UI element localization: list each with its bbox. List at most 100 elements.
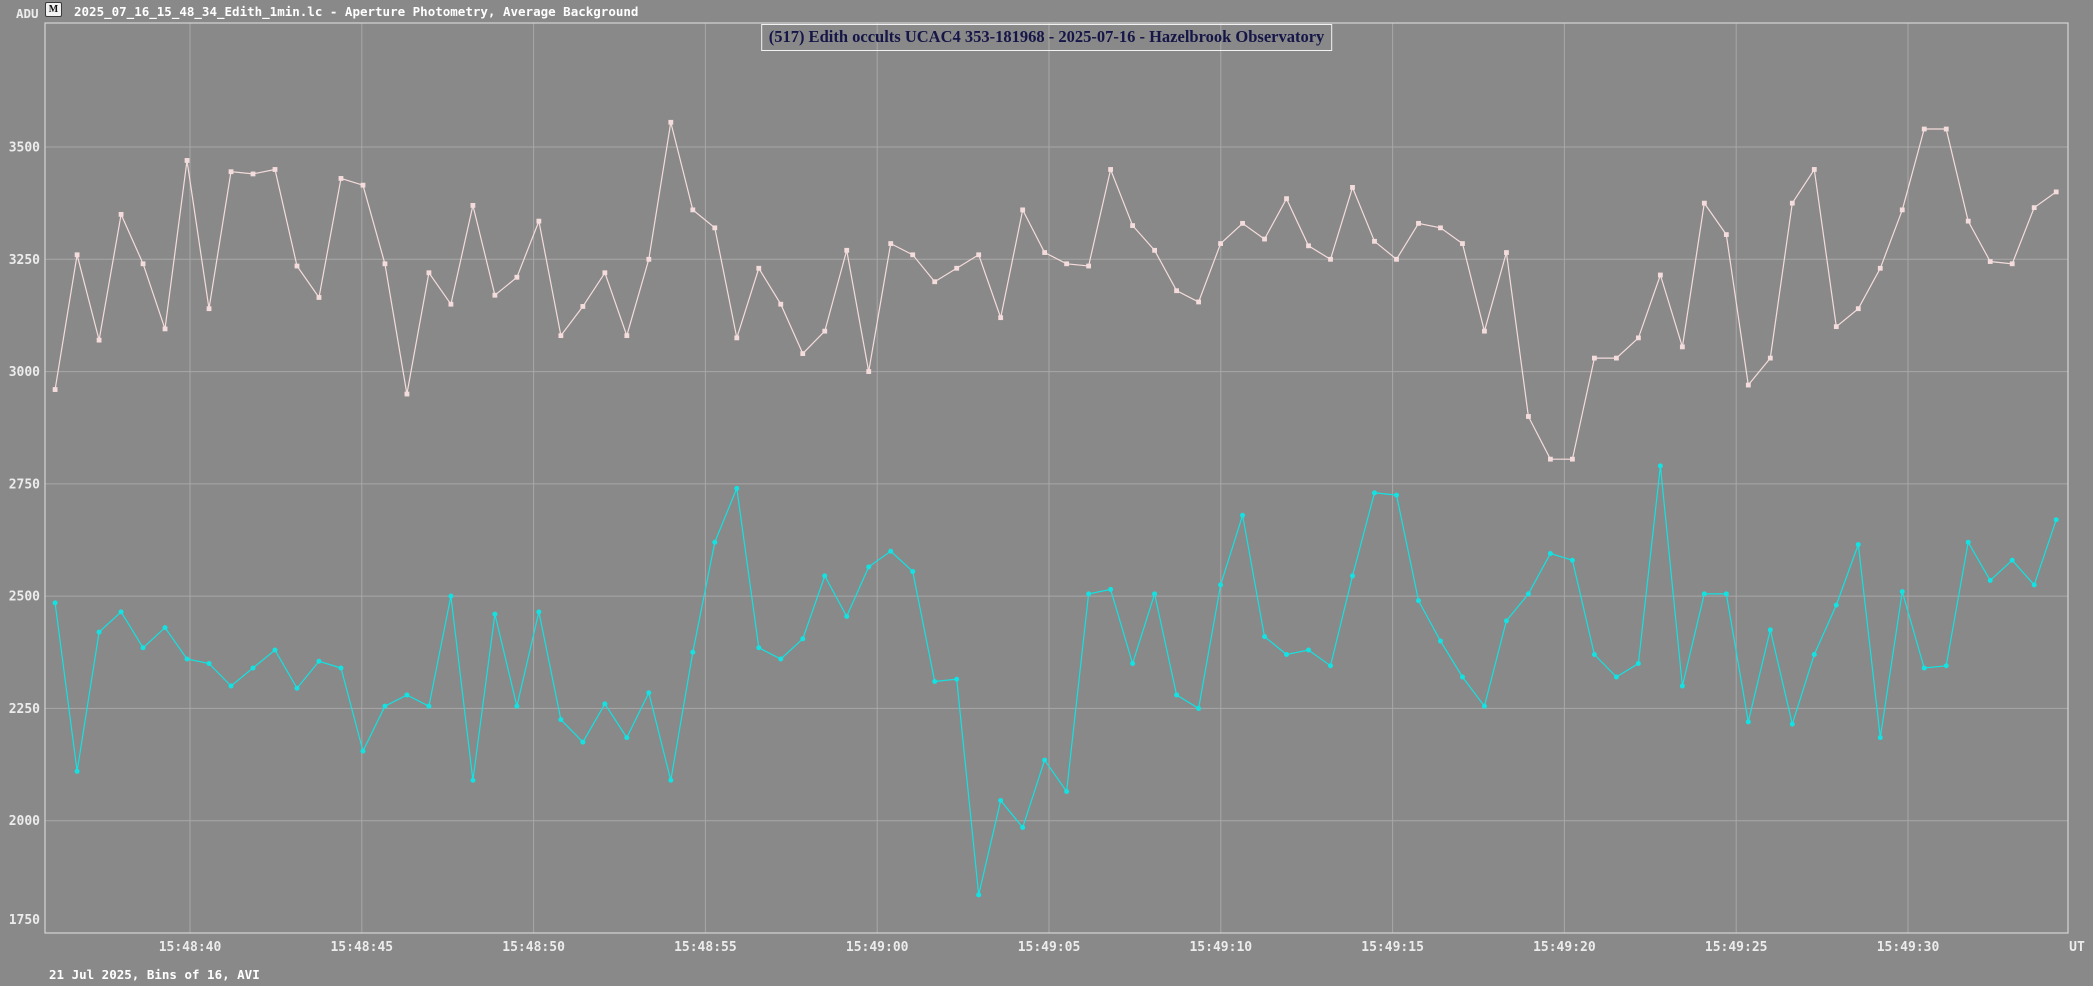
cyan-series-point — [492, 611, 498, 617]
cyan-series-point — [932, 678, 938, 684]
cyan-series-point — [1306, 647, 1312, 653]
cyan-series-point — [1481, 703, 1487, 709]
y-tick-label: 2750 — [9, 477, 40, 492]
pink-series-point — [1613, 355, 1619, 361]
cyan-series-point — [1196, 705, 1202, 711]
window-header-title: 2025_07_16_15_48_34_Edith_1min.lc - Aper… — [74, 4, 639, 19]
cyan-series-point — [1547, 550, 1553, 556]
cyan-series-point — [1591, 652, 1597, 658]
cyan-series-point — [250, 665, 256, 671]
pink-series-point — [1438, 225, 1443, 231]
cyan-series-point — [1240, 512, 1246, 518]
pink-series-point — [1943, 126, 1949, 132]
cyan-series-point — [646, 690, 652, 696]
y-tick-label: 3500 — [9, 141, 40, 156]
pink-series-point — [1262, 236, 1267, 242]
cyan-series-point — [1459, 674, 1465, 680]
cyan-series-point — [778, 656, 784, 662]
pink-series-point — [294, 263, 300, 269]
pink-series-point — [1350, 185, 1355, 190]
cyan-series-point — [96, 629, 102, 635]
cyan-series-point — [162, 625, 168, 631]
app-icon: M — [45, 2, 62, 17]
cyan-series-point — [1811, 652, 1817, 658]
pink-series-point — [712, 225, 718, 231]
pink-series-point — [1108, 167, 1114, 172]
pink-series-point — [1482, 328, 1487, 334]
pink-series-point — [140, 261, 146, 267]
cyan-series-point — [52, 600, 58, 606]
cyan-series-point — [426, 703, 432, 709]
cyan-series-point — [1262, 634, 1268, 640]
pink-series-point — [338, 176, 344, 181]
pink-series-point — [426, 270, 432, 276]
cyan-series-point — [1437, 638, 1443, 644]
pink-series-point — [448, 301, 454, 307]
pink-series-point — [756, 265, 762, 271]
pink-series-point — [2009, 261, 2015, 267]
x-tick-label: 15:48:55 — [674, 940, 737, 955]
cyan-series-point — [1833, 602, 1839, 608]
cyan-series-point — [1965, 539, 1971, 545]
pink-series-point — [492, 292, 498, 298]
pink-series-point — [1592, 355, 1597, 361]
cyan-series-point — [844, 613, 850, 619]
pink-series-point — [602, 270, 608, 276]
x-tick-label: 15:49:30 — [1877, 940, 1940, 955]
pink-series-point — [1921, 126, 1927, 132]
pink-series-point — [1767, 355, 1773, 361]
pink-series-point — [1526, 414, 1531, 419]
pink-series-point — [470, 202, 476, 208]
pink-series-point — [1570, 456, 1575, 462]
pink-series-markers — [52, 119, 2059, 462]
cyan-series-line — [54, 465, 2057, 895]
pink-series-point — [2031, 205, 2037, 211]
pink-series-point — [1460, 241, 1465, 246]
cyan-series-point — [1767, 627, 1773, 633]
cyan-series-point — [1943, 663, 1949, 669]
pink-series-point — [1701, 200, 1707, 206]
pink-series-point — [1723, 232, 1729, 237]
cyan-series-point — [1020, 824, 1026, 830]
cyan-series-point — [514, 703, 520, 709]
pink-series-point — [2053, 189, 2059, 195]
pink-series-point — [316, 295, 322, 300]
cyan-series-point — [74, 768, 80, 774]
cyan-series-point — [1701, 591, 1707, 597]
cyan-series-point — [1723, 591, 1729, 597]
cyan-series-point — [1503, 618, 1509, 624]
pink-series-point — [1548, 456, 1553, 462]
cyan-series-point — [184, 656, 190, 662]
y-tick-label: 2250 — [9, 702, 40, 717]
pink-series-point — [536, 218, 542, 224]
y-tick-label: 2500 — [9, 590, 40, 605]
pink-series-point — [1679, 344, 1685, 350]
pink-series-point — [118, 211, 124, 217]
cyan-series-point — [800, 636, 806, 642]
cyan-series-point — [1350, 573, 1356, 579]
x-tick-label: 15:49:15 — [1361, 940, 1424, 955]
cyan-series-point — [1921, 665, 1927, 671]
pink-series-point — [360, 182, 366, 188]
cyan-series-point — [1679, 683, 1685, 689]
pink-series-point — [690, 207, 696, 213]
cyan-series-point — [1284, 652, 1290, 658]
x-tick-label: 15:49:20 — [1533, 940, 1596, 955]
cyan-series-point — [140, 645, 146, 651]
pink-series-point — [96, 337, 102, 343]
cyan-series-point — [1174, 692, 1180, 698]
pink-series-point — [800, 351, 806, 357]
cyan-series-point — [998, 798, 1004, 804]
pink-series-point — [184, 158, 190, 163]
cyan-series-point — [1108, 586, 1114, 592]
x-tick-label: 15:48:40 — [159, 940, 222, 955]
cyan-series-point — [1745, 719, 1751, 725]
x-tick-label: 15:49:00 — [846, 940, 909, 955]
pink-series-point — [1811, 167, 1817, 172]
cyan-series-point — [1877, 735, 1883, 741]
x-tick-label: 15:48:50 — [502, 940, 565, 955]
cyan-series-point — [470, 777, 476, 783]
pink-series-point — [734, 335, 740, 341]
cyan-series-point — [272, 647, 278, 653]
